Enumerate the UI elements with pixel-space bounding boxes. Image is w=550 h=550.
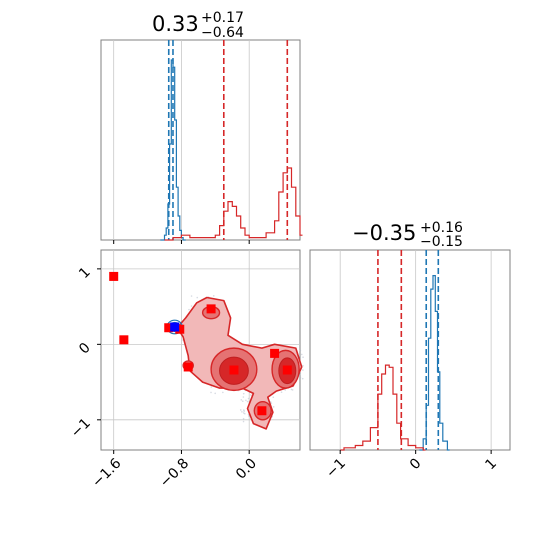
- scatter-sample-point: [214, 392, 217, 395]
- scatter-sample-point: [246, 400, 249, 403]
- red-square-marker: [282, 365, 292, 375]
- red-square-marker: [183, 362, 193, 372]
- scatter-sample-point: [239, 409, 242, 411]
- right-hist-red: [340, 364, 426, 451]
- scatter-sample-point: [299, 349, 302, 352]
- scatter-sample-point: [280, 391, 283, 393]
- blue-square-marker: [170, 322, 180, 332]
- red-square-marker: [164, 323, 174, 333]
- right-xtick-label: 0: [407, 456, 425, 474]
- red-square-marker: [119, 335, 129, 345]
- scatter-sample-point: [302, 369, 304, 371]
- top-panel-title: 0.33 +0.17 −0.64: [152, 10, 244, 41]
- scatter-sample-point: [290, 388, 293, 391]
- scatter-sample-point: [190, 305, 193, 307]
- scatter-sample-point: [242, 420, 245, 423]
- scatter-sample-point: [301, 377, 304, 380]
- scatter-sample-point: [272, 396, 275, 398]
- scatter-sample-point: [302, 365, 304, 367]
- scatter-sample-point: [270, 402, 273, 404]
- top-hist-red: [164, 167, 303, 241]
- scatter-sample-point: [242, 417, 245, 420]
- scatter-sample-point: [212, 295, 215, 297]
- red-square-marker: [257, 406, 267, 416]
- red-square-marker: [229, 365, 239, 375]
- scatter-sample-point: [247, 397, 250, 400]
- scatter-sample-point: [244, 412, 246, 415]
- scatter-sample-point: [300, 353, 303, 356]
- right-title-plus: +0.16: [420, 220, 463, 236]
- scatter-sample-point: [241, 411, 243, 413]
- scatter-sample-point: [272, 406, 275, 408]
- right-title-value: −0.35: [352, 221, 416, 245]
- scatter-sample-point: [243, 409, 245, 411]
- right-hist-blue: [419, 275, 450, 451]
- joint-ytick-label: 1: [76, 264, 94, 282]
- top-marginal-frame: [100, 39, 301, 241]
- scatter-sample-point: [242, 396, 245, 398]
- scatter-sample-point: [210, 386, 213, 388]
- scatter-sample-point: [284, 389, 287, 391]
- top-title-plus: +0.17: [201, 10, 244, 26]
- right-panel-title: −0.35 +0.16 −0.15: [352, 220, 463, 250]
- scatter-sample-point: [222, 391, 224, 394]
- joint-ytick-label: −1: [68, 415, 94, 441]
- right-xtick-label: −1: [323, 456, 349, 482]
- red-square-marker: [270, 348, 280, 358]
- scatter-sample-point: [240, 399, 243, 401]
- scatter-sample-point: [299, 376, 302, 379]
- scatter-sample-point: [210, 391, 212, 394]
- right-title-minus: −0.15: [420, 234, 463, 250]
- joint-xtick-label: −1.6: [89, 455, 124, 490]
- scatter-sample-point: [242, 392, 245, 395]
- joint-xtick-label: −0.8: [157, 456, 192, 491]
- right-xtick-label: 1: [482, 456, 500, 474]
- scatter-sample-point: [196, 296, 199, 299]
- right-marginal-frame: [309, 249, 511, 451]
- red-square-marker: [206, 304, 216, 314]
- scatter-sample-point: [241, 400, 244, 402]
- scatter-sample-point: [188, 308, 190, 311]
- scatter-sample-point: [245, 399, 247, 402]
- joint-xtick-label: 0.0: [233, 456, 260, 483]
- top-hist-blue: [160, 59, 186, 241]
- scatter-sample-point: [190, 295, 193, 297]
- red-square-marker: [109, 271, 119, 281]
- red-square-marker: [175, 324, 185, 334]
- joint-ytick-label: 0: [76, 340, 94, 358]
- scatter-sample-point: [242, 412, 245, 414]
- top-title-minus: −0.64: [201, 25, 244, 41]
- top-title-value: 0.33: [152, 12, 199, 36]
- scatter-sample-point: [250, 394, 252, 396]
- scatter-sample-point: [302, 356, 304, 359]
